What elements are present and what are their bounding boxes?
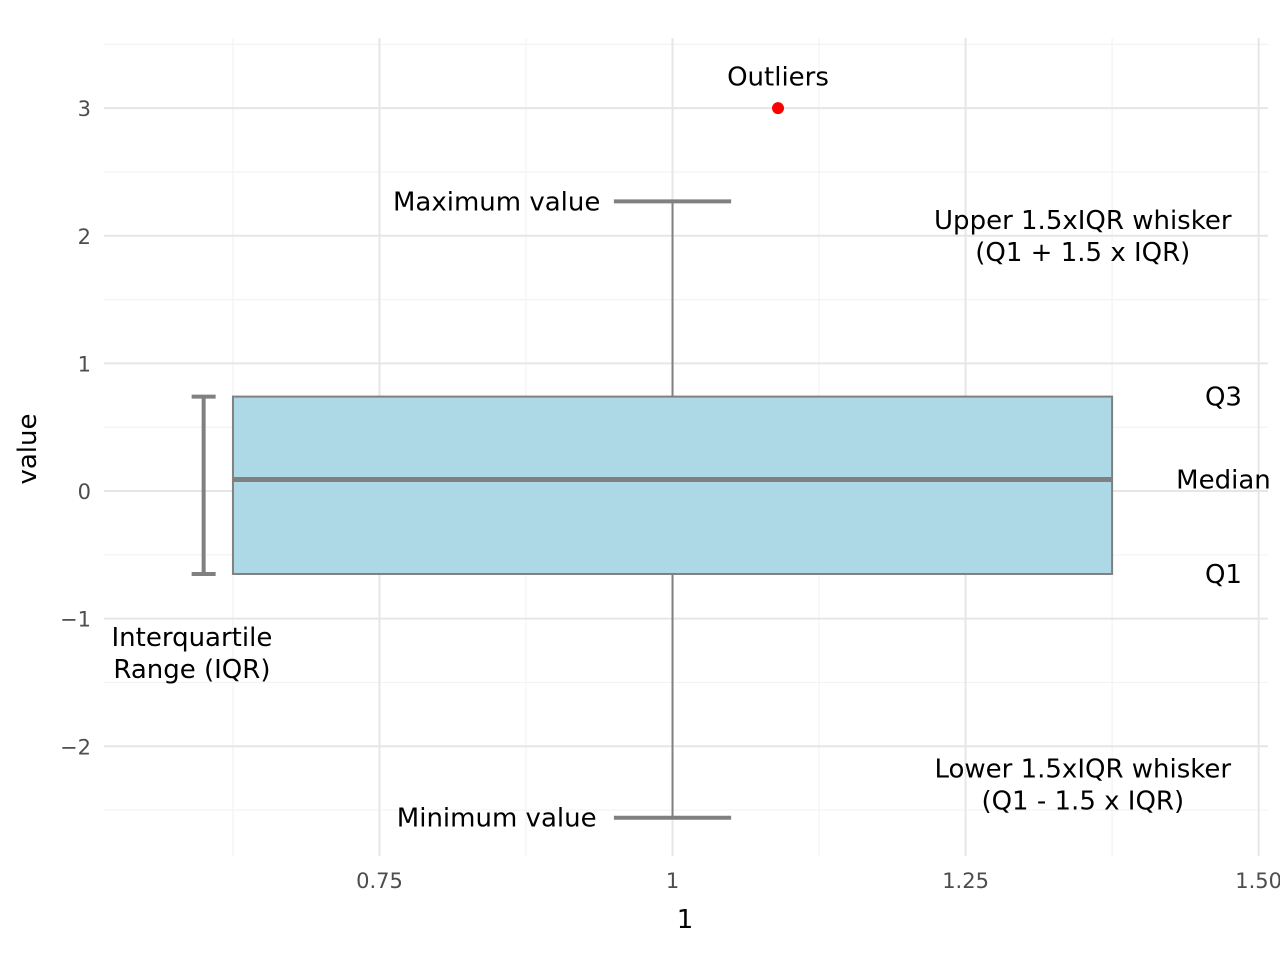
- annotations: Outliers Maximum value Upper 1.5xIQR whisk…: [112, 62, 1271, 833]
- x-tick-label: 1.50: [1235, 869, 1280, 893]
- iqr-bracket: [191, 394, 216, 576]
- box-plot: [231, 199, 1114, 820]
- annotation-line: (Q1 - 1.5 x IQR): [981, 787, 1184, 817]
- outlier-point: [772, 102, 785, 115]
- y-tick-label: 0: [78, 480, 91, 504]
- outliers: [772, 102, 785, 115]
- iqr-box: [231, 395, 1114, 575]
- annotation-median: Median: [1176, 466, 1271, 496]
- y-tick-label: 3: [78, 97, 91, 121]
- annotation-minimum: Minimum value: [397, 804, 597, 834]
- annotation-line: Outliers: [727, 62, 829, 92]
- annotation-line: Minimum value: [397, 804, 597, 834]
- annotation-line: Lower 1.5xIQR whisker: [934, 755, 1231, 785]
- annotation-line: (Q1 + 1.5 x IQR): [975, 238, 1190, 268]
- annotation-line: Q3: [1205, 383, 1242, 413]
- annotation-q3: Q3: [1205, 383, 1242, 413]
- x-tick-label: 0.75: [356, 869, 403, 893]
- x-tick-label: 1: [666, 869, 679, 893]
- y-axis-title: value: [13, 413, 43, 484]
- y-tick-label: 2: [78, 225, 91, 249]
- annotation-q1: Q1: [1205, 560, 1242, 590]
- annotation-lower-whisker: Lower 1.5xIQR whisker (Q1 - 1.5 x IQR): [934, 755, 1231, 817]
- annotation-line: Upper 1.5xIQR whisker: [934, 206, 1232, 236]
- annotation-line: Range (IQR): [113, 655, 270, 685]
- annotation-line: Maximum value: [393, 187, 600, 217]
- tick-labels: 0.75 1 1.25 1.50 −2 −1 0 1 2 3: [60, 97, 1280, 893]
- x-axis-title: 1: [677, 905, 694, 935]
- annotation-outliers: Outliers: [727, 62, 829, 92]
- annotation-line: Interquartile: [112, 623, 273, 653]
- y-tick-label: −1: [60, 608, 91, 632]
- y-tick-label: −2: [60, 735, 91, 759]
- annotation-upper-whisker: Upper 1.5xIQR whisker (Q1 + 1.5 x IQR): [934, 206, 1232, 268]
- annotation-line: Q1: [1205, 560, 1242, 590]
- annotation-line: Median: [1176, 466, 1271, 496]
- x-tick-label: 1.25: [942, 869, 989, 893]
- y-tick-label: 1: [78, 352, 91, 376]
- annotation-maximum: Maximum value: [393, 187, 600, 217]
- annotation-iqr: Interquartile Range (IQR): [112, 623, 273, 685]
